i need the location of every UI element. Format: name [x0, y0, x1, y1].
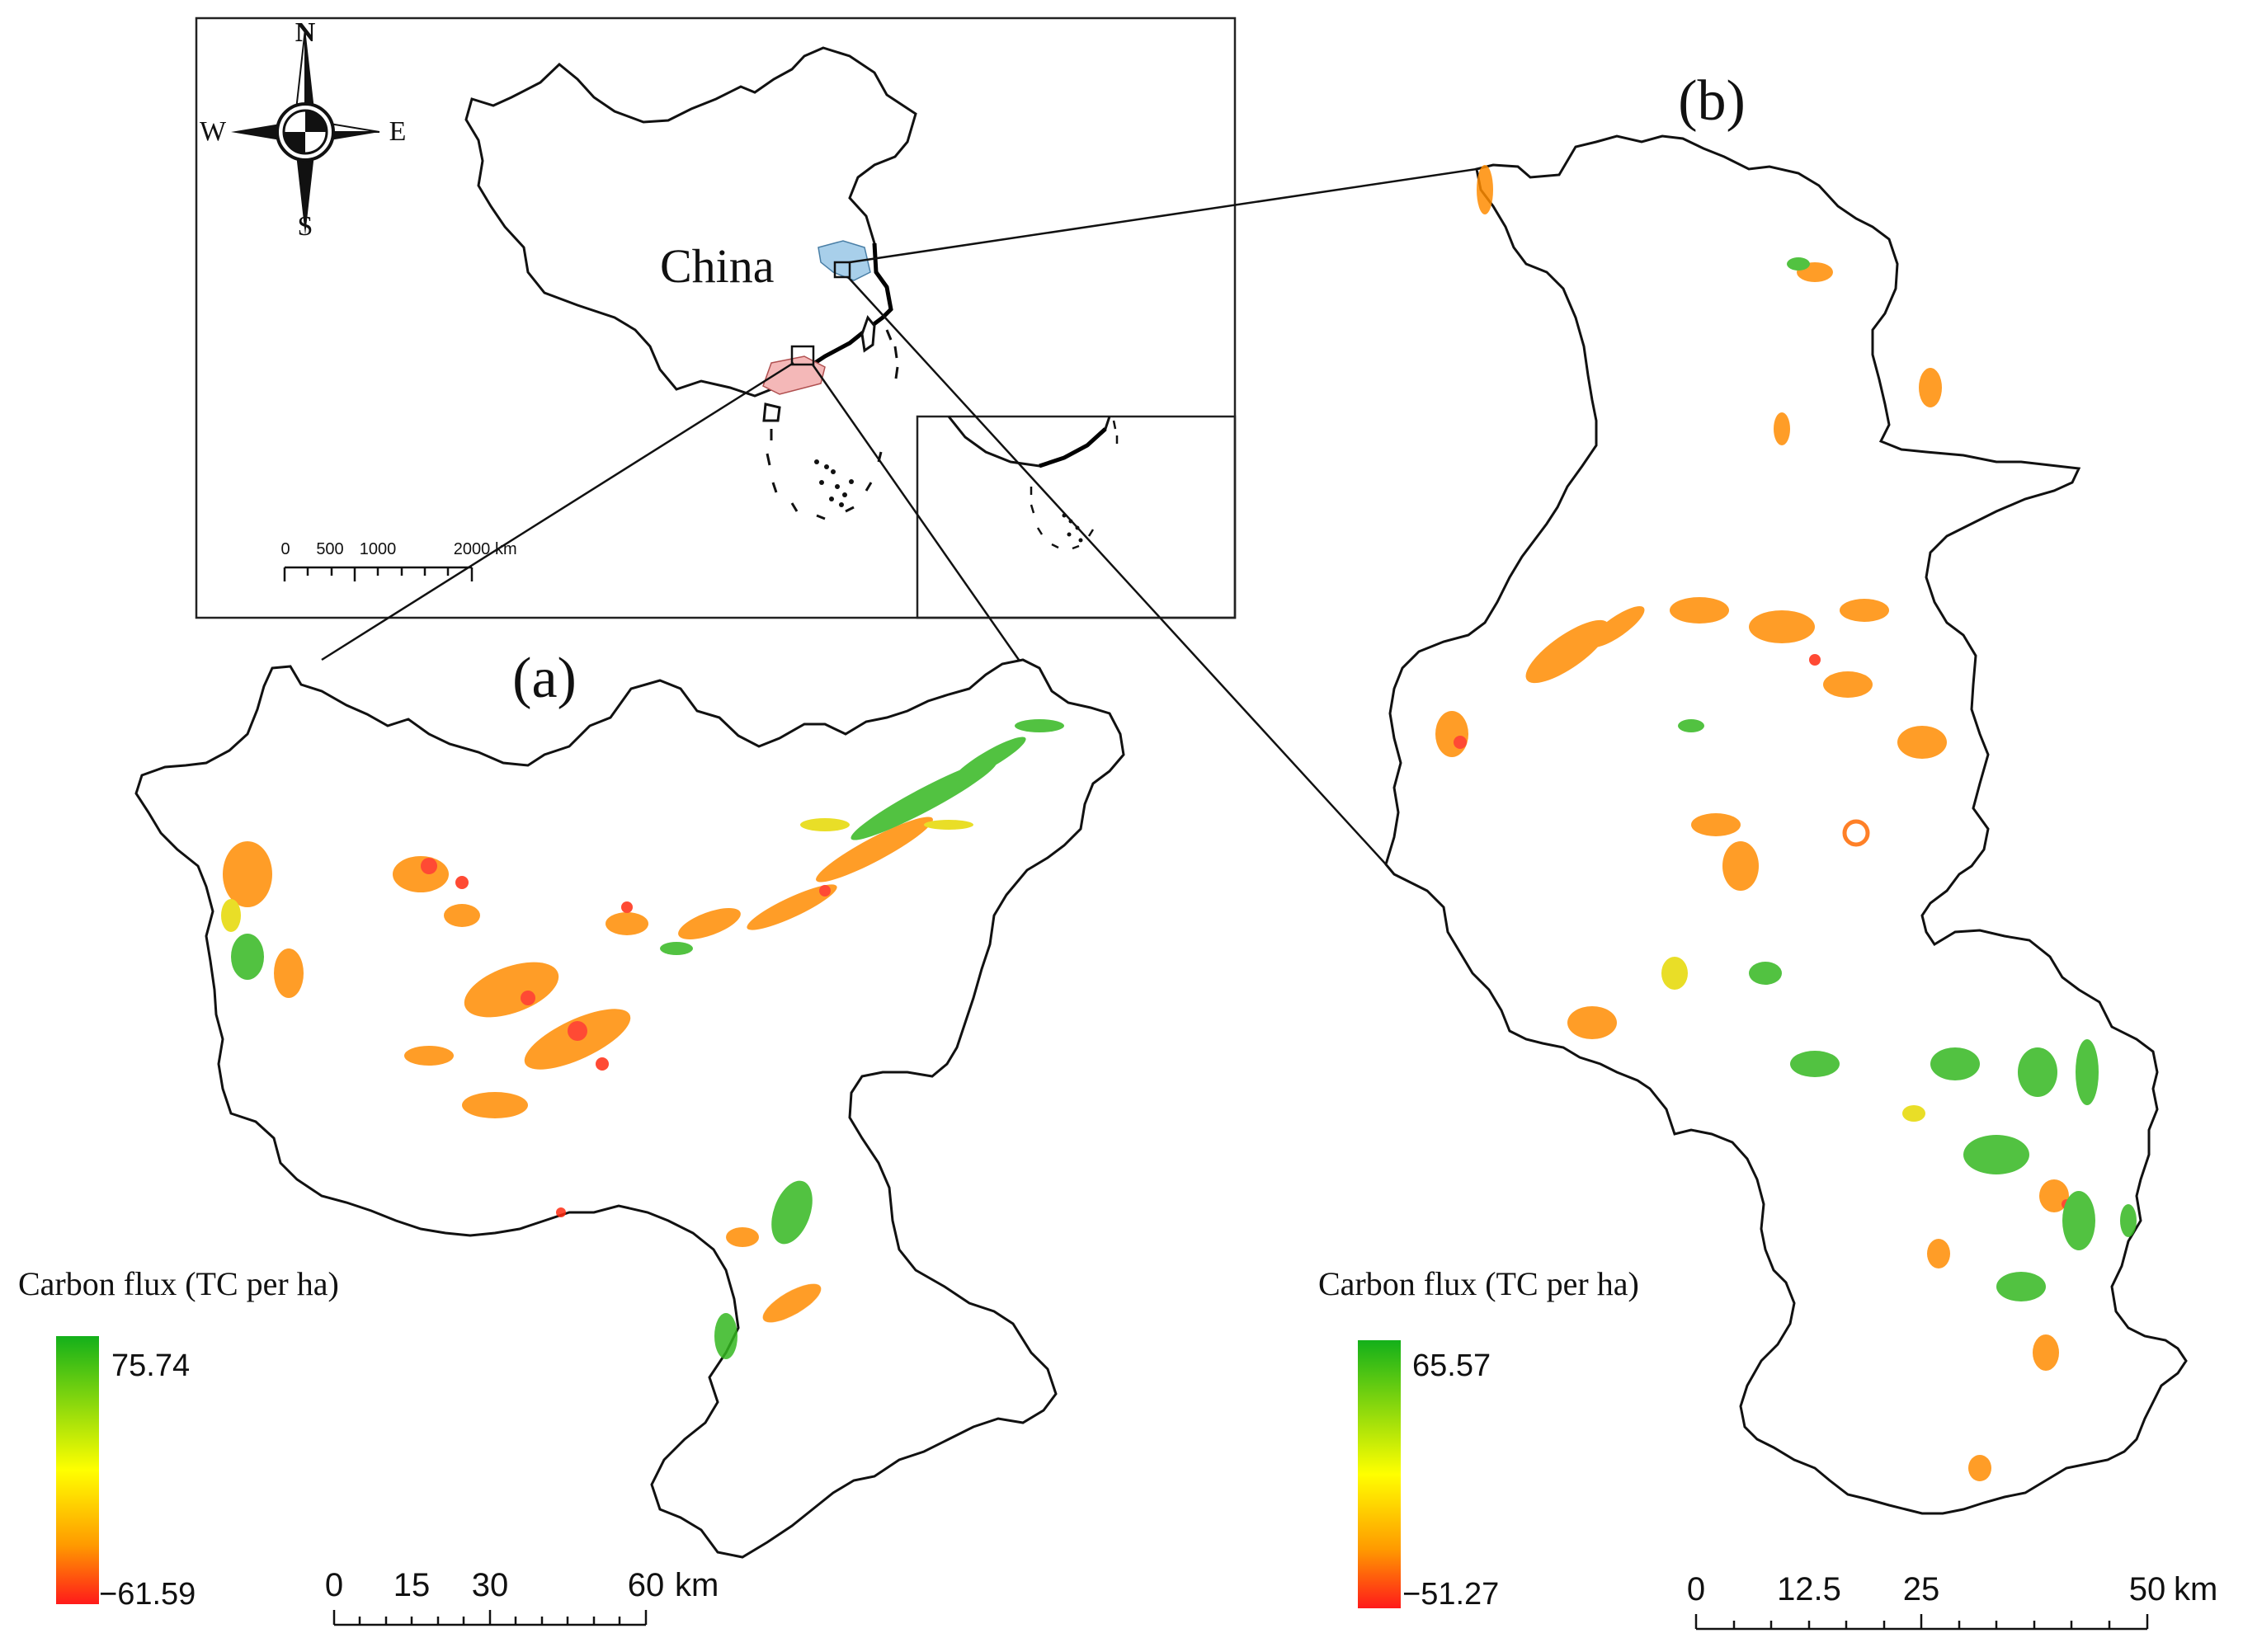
- panel-b-scale-unit: km: [2174, 1571, 2217, 1607]
- inset-scale-tick-2000: 2000: [454, 540, 491, 558]
- panel-a-scale-unit: km: [675, 1567, 719, 1603]
- compass-north-label: N: [295, 17, 316, 48]
- compass-east-label: E: [389, 116, 407, 147]
- panel-b-scale-tick-0: 0: [1687, 1571, 1705, 1607]
- compass-west-label: W: [200, 116, 227, 147]
- panel-a-boundary: [134, 658, 1125, 1559]
- panel-a-legend-colorbar: [56, 1336, 99, 1604]
- scs-inset-dashes: [1030, 420, 1119, 550]
- panel-a-legend-min: −61.59: [99, 1577, 196, 1612]
- panel-b-scale-tick-50: 50: [2129, 1571, 2166, 1607]
- inset-map: N S E W China 0 500 1000 2000 km: [195, 16, 1237, 619]
- panel-b-scale-tick-25: 25: [1903, 1571, 1940, 1607]
- panel-a-map: (a): [134, 647, 1125, 1559]
- islands: [814, 459, 854, 507]
- panel-b-legend-min: −51.27: [1402, 1577, 1499, 1612]
- scs-inset-coast: [947, 416, 1111, 468]
- panel-a-scale-tick-15: 15: [393, 1567, 431, 1603]
- nine-dash-line: [766, 329, 899, 520]
- inset-scale-bar: 0 500 1000 2000 km: [280, 540, 517, 581]
- panel-a-label: (a): [512, 647, 577, 710]
- panel-a-flux-pixels: [221, 719, 1064, 1359]
- highlight-region-a: [762, 355, 826, 395]
- south-china-sea-inset-frame: [916, 415, 1237, 619]
- panel-b-map: (b): [1384, 69, 2188, 1515]
- inset-scale-tick-0: 0: [280, 540, 290, 558]
- panel-a-scale-tick-30: 30: [472, 1567, 509, 1603]
- compass-south-label: S: [298, 211, 313, 242]
- country-label: China: [660, 239, 775, 293]
- china-outline: [464, 46, 917, 398]
- scs-inset-coast-bold: [1039, 427, 1107, 468]
- panel-a-legend-max: 75.74: [111, 1348, 190, 1383]
- panel-b-scale-bar: 0 12.5 25 50 km: [1687, 1571, 2217, 1631]
- hainan: [762, 402, 781, 422]
- panel-b-legend-title: Carbon flux (TC per ha): [1318, 1265, 1639, 1302]
- highlight-region-b: [818, 240, 871, 281]
- connector-lines: [321, 167, 1477, 865]
- panel-a-legend: Carbon flux (TC per ha) 75.74 −61.59: [18, 1265, 339, 1612]
- taiwan: [860, 314, 876, 353]
- inset-frame: [195, 16, 1237, 619]
- panel-b-boundary: [1384, 134, 2188, 1515]
- panel-b-scale-tick-12-5: 12.5: [1777, 1571, 1841, 1607]
- panel-b-label: (b): [1678, 69, 1746, 133]
- panel-a-scale-tick-60: 60: [628, 1567, 665, 1603]
- panel-b-legend-max: 65.57: [1412, 1348, 1491, 1383]
- panel-a-scale-bar: 0 15 30 60 km: [325, 1567, 719, 1626]
- panel-b-legend: Carbon flux (TC per ha) 65.57 −51.27: [1318, 1265, 1639, 1612]
- inset-scale-tick-1000: 1000: [360, 540, 397, 558]
- panel-a-scale-tick-0: 0: [325, 1567, 343, 1603]
- panel-a-legend-title: Carbon flux (TC per ha): [18, 1265, 339, 1302]
- compass-rose: [231, 28, 380, 235]
- inset-scale-tick-500: 500: [316, 540, 343, 558]
- study-area-b-box: [833, 261, 851, 279]
- panel-b-flux-pixels: [1435, 165, 2137, 1481]
- study-area-a-box: [790, 345, 815, 366]
- panel-b-legend-colorbar: [1358, 1340, 1401, 1608]
- inset-scale-unit: km: [495, 540, 517, 558]
- scs-inset-islands: [1062, 513, 1083, 543]
